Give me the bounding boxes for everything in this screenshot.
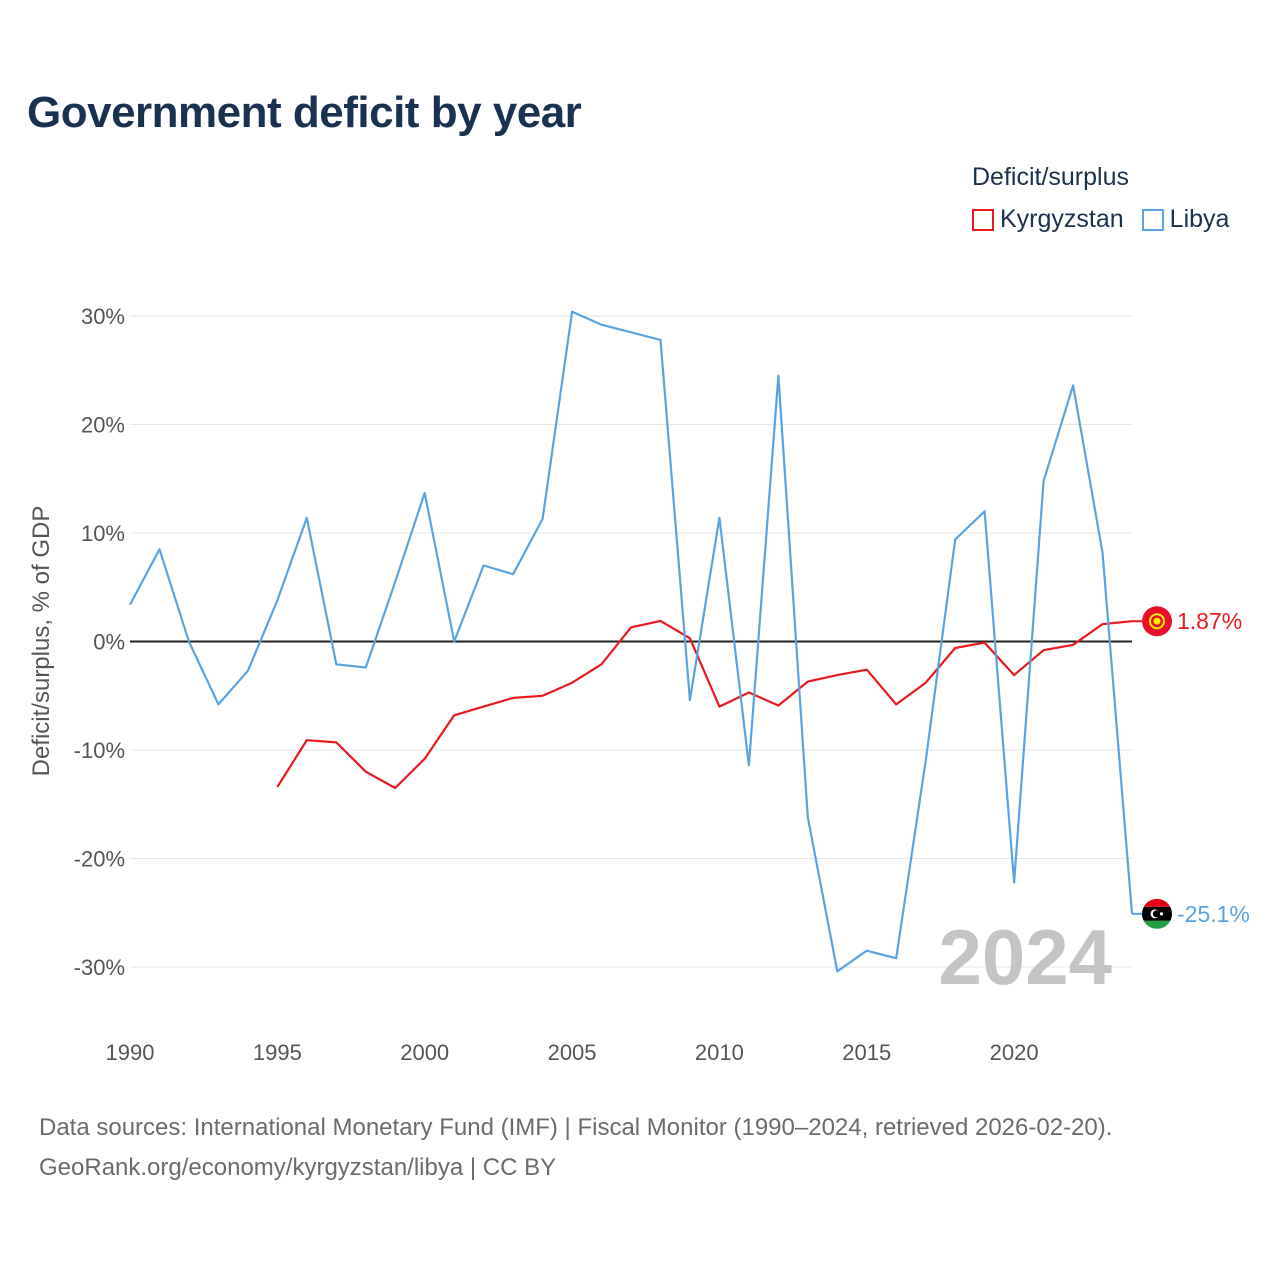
y-tick-label: 10% [81,521,125,546]
y-tick-label: -30% [74,955,125,980]
x-tick-label: 2020 [990,1040,1039,1065]
x-tick-label: 1990 [106,1040,155,1065]
series-line-libya[interactable] [129,310,1134,973]
end-value-label-kyrgyzstan: 1.87% [1177,608,1242,634]
legend: Kyrgyzstan Libya [972,205,1229,234]
chart-title: Government deficit by year [27,88,582,137]
flag-libya-icon [1142,898,1172,929]
flag-band-green [1142,920,1172,929]
flag-band-red [1142,898,1172,907]
flag-crescent-inner [1152,910,1161,918]
x-tick-label: 2015 [842,1040,891,1065]
flag-sun-ring [1149,613,1165,630]
y-tick-label: 30% [81,304,125,329]
legend-label-libya: Libya [1169,205,1230,233]
legend-swatch-libya [1141,208,1164,231]
legend-item-libya[interactable]: Libya [1141,205,1230,234]
source-line-1: Data sources: International Monetary Fun… [39,1114,1113,1141]
y-tick-label: 0% [93,630,125,655]
end-value-label-libya: -25.1% [1177,901,1250,927]
y-tick-labels: 30% 20% 10% 0% -10% -20% -30% [74,304,125,980]
y-tick-label: 20% [81,413,125,438]
source-note: Data sources: International Monetary Fun… [39,1108,1112,1188]
x-tick-label: 1995 [253,1040,302,1065]
x-tick-label: 2010 [695,1040,744,1065]
y-tick-label: -20% [74,847,125,872]
x-tick-label: 2005 [548,1040,597,1065]
legend-item-kyrgyzstan[interactable]: Kyrgyzstan [972,205,1124,234]
source-line-2[interactable]: GeoRank.org/economy/kyrgyzstan/libya | C… [39,1154,557,1181]
flag-star [1159,912,1164,916]
legend-swatch-kyrgyzstan [972,208,994,231]
year-watermark: 2024 [938,913,1112,1001]
flag-sun-core [1153,617,1161,625]
end-markers: 1.87% -25.1% [1132,606,1250,929]
series-lines [129,310,1134,973]
x-tick-labels: 1990 1995 2000 2005 2010 2015 2020 [106,1040,1039,1065]
series-line-kyrgyzstan[interactable] [276,619,1133,790]
gridlines [130,315,1132,968]
y-tick-label: -10% [74,738,125,763]
x-tick-label: 2000 [400,1040,449,1065]
legend-label-kyrgyzstan: Kyrgyzstan [1000,205,1124,233]
legend-title: Deficit/surplus [972,163,1129,191]
